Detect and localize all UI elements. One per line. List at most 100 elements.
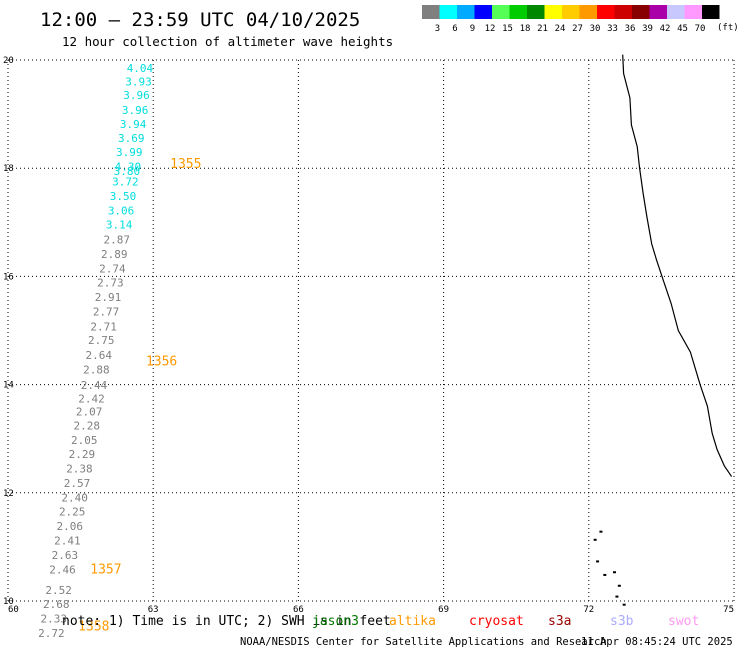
- wave-height-label: 3.06: [108, 204, 135, 217]
- island-mark: [596, 560, 600, 563]
- colorbar-swatch: [702, 5, 720, 19]
- island-mark: [593, 538, 597, 541]
- colorbar-swatch: [562, 5, 580, 19]
- island-mark: [613, 571, 616, 574]
- y-tick-label: 10: [3, 597, 14, 607]
- pass-number-label: 1357: [90, 563, 121, 578]
- y-tick-label: 18: [3, 164, 14, 174]
- colorbar-label: 42: [660, 24, 671, 34]
- wave-height-label: 2.46: [49, 564, 76, 577]
- wave-height-label: 4.30: [115, 161, 142, 174]
- wave-height-label: 2.87: [103, 234, 130, 247]
- wave-height-label: 2.68: [43, 598, 70, 611]
- coastline-path: [622, 54, 733, 477]
- pass-labels: 1355 1356 1357 1358: [78, 157, 201, 635]
- pass-number-label: 1358: [78, 619, 109, 634]
- y-tick-label: 16: [3, 272, 14, 282]
- x-tick-label: 60: [8, 605, 19, 615]
- wave-height-label: 2.52: [45, 584, 72, 597]
- wave-height-label: 3.99: [116, 146, 143, 159]
- island-mark: [603, 573, 607, 576]
- wave-height-label: 2.05: [71, 434, 98, 447]
- satellite-name: swot: [668, 614, 699, 629]
- colorbar-label: 12: [485, 24, 496, 34]
- island-mark: [615, 595, 619, 598]
- island-mark: [599, 530, 603, 533]
- wave-height-label: 2.41: [54, 534, 81, 547]
- wave-height-label: 2.44: [81, 379, 108, 392]
- colorbar-unit: (ft): [717, 23, 739, 33]
- wave-height-label: 3.69: [118, 132, 145, 145]
- wave-height-label: 3.96: [123, 89, 150, 102]
- satellite-name: altika: [389, 614, 436, 629]
- x-tick-label: 66: [293, 605, 304, 615]
- wave-height-label: 3.50: [110, 190, 137, 203]
- colorbar-label: 70: [695, 24, 706, 34]
- colorbar-label: 39: [642, 24, 653, 34]
- axis-ticks: 60 63 66 69 72 75 10 12 14 16 18 20: [3, 56, 734, 615]
- colorbar-swatch: [649, 5, 667, 19]
- colorbar-label: 6: [452, 24, 457, 34]
- wave-height-label: 2.07: [76, 406, 103, 419]
- wave-height-label: 2.77: [93, 306, 120, 319]
- y-tick-label: 20: [3, 56, 14, 66]
- satellite-name: jason3: [312, 614, 359, 629]
- pass-number-label: 1355: [170, 157, 201, 172]
- colorbar-swatch: [614, 5, 632, 19]
- x-tick-label: 69: [438, 605, 449, 615]
- colorbar-legend: 3 6 9 12 15 18 21 24 27 30 33 36 39 42 45 70: [422, 5, 720, 34]
- wave-height-label: 2.33: [41, 612, 68, 625]
- colorbar-swatch: [632, 5, 650, 19]
- colorbar-label: 15: [502, 24, 513, 34]
- y-tick-label: 12: [3, 489, 14, 499]
- colorbar-label: 21: [537, 24, 548, 34]
- x-tick-label: 72: [583, 605, 594, 615]
- satellite-name: s3a: [548, 614, 571, 629]
- wave-height-label: 2.64: [86, 349, 113, 362]
- colorbar-swatch: [544, 5, 562, 19]
- colorbar-swatch: [474, 5, 492, 19]
- wave-height-label: 2.71: [90, 321, 117, 334]
- colorbar-label: 27: [572, 24, 583, 34]
- wave-height-label: 2.89: [101, 248, 128, 261]
- wave-height-label: 3.96: [122, 104, 149, 117]
- colorbar-swatch: [492, 5, 510, 19]
- plot-grid: [7, 59, 735, 602]
- colorbar-label: 45: [677, 24, 688, 34]
- satellite-name: cryosat: [469, 614, 524, 629]
- wave-height-label: 2.25: [59, 506, 86, 519]
- chart-title: 12:00 — 23:59 UTC 04/10/2025: [40, 9, 360, 31]
- wave-height-label: 4.04: [127, 62, 154, 75]
- wave-height-label: 2.29: [69, 448, 96, 461]
- colorbar-swatch: [422, 5, 440, 19]
- colorbar-swatch: [439, 5, 457, 19]
- wave-height-label: 2.72: [38, 627, 65, 640]
- colorbar-swatch: [527, 5, 545, 19]
- colorbar-label: 9: [470, 24, 475, 34]
- colorbar-label: 3: [435, 24, 440, 34]
- colorbar-label: 18: [520, 24, 531, 34]
- wave-height-label: 2.38: [66, 462, 93, 475]
- colorbar-swatch: [509, 5, 527, 19]
- wave-height-label: 2.74: [99, 262, 126, 275]
- wave-height-label: 3.94: [120, 118, 147, 131]
- wave-height-label: 2.28: [73, 420, 100, 433]
- footer-timestamp: 11 Apr 08:45:24 UTC 2025: [581, 636, 733, 648]
- wave-height-label: 3.80: [114, 165, 141, 178]
- note-text: note: 1) Time is in UTC; 2) SWH is in fe…: [62, 614, 391, 629]
- x-tick-label: 63: [148, 605, 159, 615]
- island-mark: [622, 603, 626, 606]
- wave-height-label: 2.73: [97, 276, 124, 289]
- satellite-name: s3b: [610, 614, 634, 629]
- footer-credit: NOAA/NESDIS Center for Satellite Applica…: [240, 636, 607, 648]
- colorbar-label: 33: [607, 24, 618, 34]
- y-tick-label: 14: [3, 381, 14, 391]
- colorbar-swatch: [579, 5, 597, 19]
- satellite-legend: jason3 altika cryosat s3a s3b swot: [312, 614, 699, 629]
- wave-height-label: 2.42: [78, 393, 105, 406]
- wave-height-label: 2.91: [95, 291, 122, 304]
- wave-height-values: 4.043.933.963.963.943.693.994.303.803.72…: [38, 62, 153, 640]
- colorbar-label: 30: [590, 24, 601, 34]
- wave-height-label: 3.72: [112, 176, 139, 189]
- wave-height-label: 2.06: [57, 520, 84, 533]
